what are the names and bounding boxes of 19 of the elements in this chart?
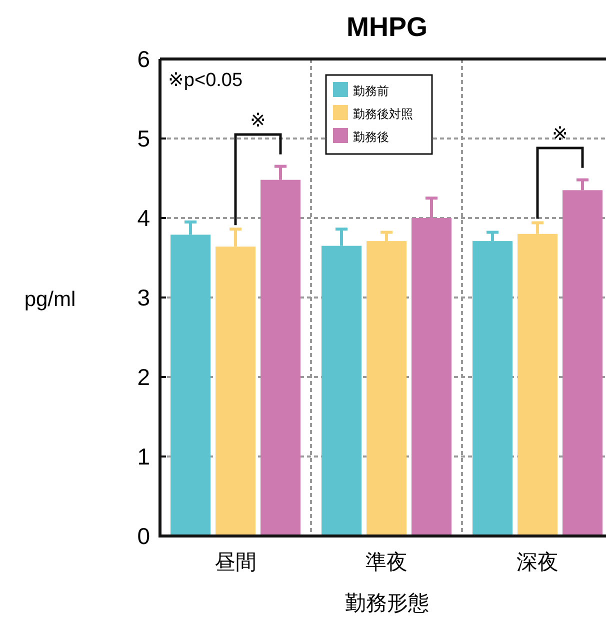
x-tick-label: 深夜 (516, 551, 558, 574)
x-axis-title: 勤務形態 (345, 592, 429, 615)
y-tick-label: 5 (137, 126, 150, 152)
annotation: ※ (552, 124, 568, 146)
legend-label: 勤務後 (353, 130, 389, 144)
y-tick-label: 2 (137, 364, 150, 390)
x-tick-label: 昼間 (214, 551, 256, 574)
y-axis-title: pg/ml (24, 288, 76, 311)
legend-label: 勤務後対照 (353, 107, 413, 121)
y-tick-label: 4 (137, 205, 150, 231)
y-tick-label: 1 (137, 444, 150, 470)
x-tick-label: 準夜 (366, 551, 408, 574)
y-tick-label: 0 (137, 523, 150, 549)
annotation: ※p<0.05 (168, 70, 243, 91)
y-tick-label: 3 (137, 284, 150, 310)
legend-label: 勤務前 (353, 84, 389, 98)
chart-title: MHPG (346, 12, 428, 42)
y-tick-label: 6 (137, 46, 150, 72)
annotation: ※ (250, 110, 266, 132)
